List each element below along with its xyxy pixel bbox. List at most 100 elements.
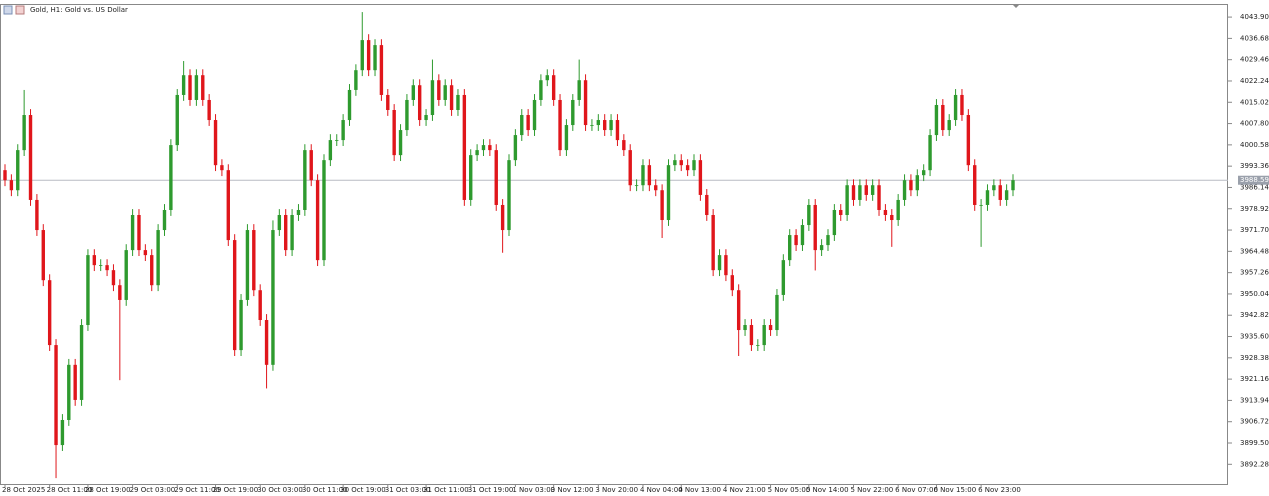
candle-body bbox=[41, 230, 45, 281]
candle-body bbox=[845, 185, 849, 216]
y-tick-label: 4036.68 bbox=[1240, 34, 1269, 42]
candle-body bbox=[673, 160, 677, 166]
candle-body bbox=[303, 150, 307, 210]
x-tick-label: 3 Nov 12:00 bbox=[551, 486, 594, 494]
candle-body bbox=[628, 150, 632, 186]
x-tick-label: 6 Nov 07:00 bbox=[895, 486, 938, 494]
candle-body bbox=[839, 209, 843, 216]
candle-body bbox=[762, 325, 766, 346]
candle-body bbox=[92, 255, 97, 266]
candle-body bbox=[462, 94, 467, 200]
period-icon bbox=[15, 5, 25, 15]
y-tick-label: 4015.02 bbox=[1240, 98, 1269, 106]
x-tick-label: 6 Nov 23:00 bbox=[978, 486, 1021, 494]
candle-body bbox=[571, 99, 575, 126]
x-tick-label: 31 Oct 11:00 bbox=[423, 486, 469, 494]
candle-body bbox=[245, 230, 250, 300]
candle-body bbox=[647, 165, 652, 186]
x-tick-label: 30 Oct 19:00 bbox=[340, 486, 386, 494]
candle-body bbox=[354, 70, 358, 90]
candle-body bbox=[615, 120, 620, 141]
candle-body bbox=[488, 145, 492, 151]
candle-body bbox=[194, 75, 199, 100]
y-tick-label: 3950.04 bbox=[1240, 290, 1269, 298]
x-tick-label: 30 Oct 03:00 bbox=[257, 486, 303, 494]
candle-body bbox=[711, 215, 715, 271]
candle-body bbox=[794, 235, 798, 246]
x-tick-label: 6 Nov 15:00 bbox=[933, 486, 976, 494]
candle-body bbox=[915, 175, 920, 191]
candle-body bbox=[596, 120, 601, 126]
candle-body bbox=[16, 150, 20, 191]
candle-body bbox=[985, 190, 990, 205]
candle-body bbox=[28, 115, 33, 200]
candle-body bbox=[526, 115, 530, 131]
last-price-label: 3988.59 bbox=[1240, 176, 1269, 184]
candle-body bbox=[851, 185, 856, 200]
x-tick-label: 4 Nov 21:00 bbox=[723, 486, 766, 494]
candle-body bbox=[341, 120, 345, 141]
candle-body bbox=[743, 325, 747, 331]
candle-body bbox=[832, 209, 837, 236]
candle-body bbox=[705, 194, 709, 216]
candle-body bbox=[564, 125, 569, 151]
candle-body bbox=[494, 150, 498, 205]
y-tick-label: 3993.36 bbox=[1240, 162, 1269, 170]
candle-body bbox=[296, 209, 301, 216]
candle-body bbox=[188, 75, 192, 100]
candle-body bbox=[813, 204, 817, 251]
candle-body bbox=[360, 40, 364, 71]
y-tick-label: 3899.50 bbox=[1240, 439, 1269, 447]
candle-body bbox=[449, 85, 454, 111]
candle-body bbox=[60, 419, 65, 446]
candle-body bbox=[284, 215, 288, 251]
last-price-box bbox=[1238, 175, 1269, 185]
candle-body bbox=[252, 230, 256, 291]
candle-body bbox=[545, 75, 549, 81]
candle-body bbox=[220, 165, 224, 171]
candle-body bbox=[864, 185, 868, 195]
candle-body bbox=[201, 75, 205, 100]
candle-body bbox=[960, 94, 964, 116]
candle-body bbox=[788, 235, 792, 261]
candle-body bbox=[258, 290, 262, 321]
candle-body bbox=[973, 165, 977, 205]
candle-body bbox=[124, 250, 128, 300]
candle-body bbox=[685, 165, 690, 171]
candle-body bbox=[781, 260, 786, 295]
candle-body bbox=[609, 120, 613, 131]
x-tick-label: 5 Nov 14:00 bbox=[806, 486, 849, 494]
candle-body bbox=[807, 204, 811, 226]
candle-body bbox=[35, 199, 39, 231]
y-tick-label: 4022.24 bbox=[1240, 77, 1269, 85]
candle-body bbox=[118, 285, 122, 300]
candle-body bbox=[156, 230, 160, 286]
candle-body bbox=[928, 135, 932, 171]
candle-body bbox=[181, 75, 186, 95]
x-tick-label: 4 Nov 13:00 bbox=[678, 486, 721, 494]
candle-body bbox=[602, 120, 607, 131]
candle-body bbox=[724, 255, 728, 276]
candle-body bbox=[481, 145, 486, 151]
x-tick-label: 29 Oct 19:00 bbox=[213, 486, 259, 494]
candle-body bbox=[896, 199, 900, 221]
candle-body bbox=[890, 215, 894, 221]
candle-body bbox=[998, 185, 1002, 200]
candle-body bbox=[322, 160, 326, 261]
candle-body bbox=[9, 180, 14, 191]
candle-body bbox=[692, 160, 696, 171]
candle-body bbox=[373, 45, 377, 71]
y-tick-label: 3892.28 bbox=[1240, 460, 1269, 468]
candle-body bbox=[877, 185, 881, 210]
candle-body bbox=[169, 145, 173, 210]
candle-body bbox=[622, 140, 626, 151]
y-tick-label: 4029.46 bbox=[1240, 56, 1269, 64]
candle-body bbox=[979, 204, 983, 206]
y-tick-label: 3913.94 bbox=[1240, 396, 1269, 404]
candle-body bbox=[207, 99, 211, 121]
chart-title: Gold, H1: Gold vs. US Dollar bbox=[30, 6, 128, 14]
candle-body bbox=[641, 165, 645, 186]
candle-body bbox=[86, 255, 90, 326]
y-tick-label: 4000.58 bbox=[1240, 141, 1269, 149]
candle-body bbox=[520, 115, 524, 136]
